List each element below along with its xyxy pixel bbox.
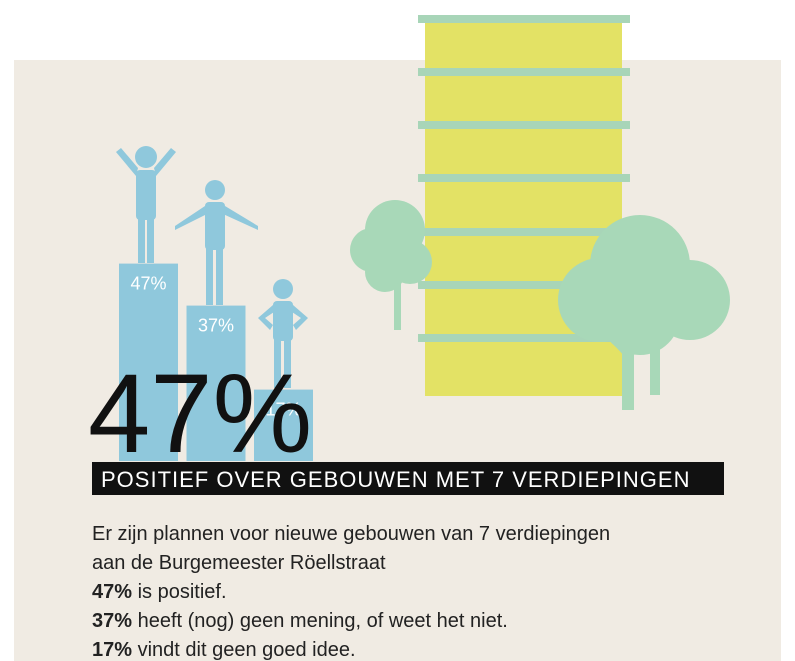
value-label: 47%	[130, 274, 166, 294]
point-text: is positief.	[132, 581, 226, 603]
point: 47% is positief.	[92, 581, 227, 603]
point: 17% vindt dit geen goed idee.	[92, 639, 356, 661]
value-label: 37%	[198, 316, 234, 336]
description-line: aan de Burgemeester Röellstraat	[92, 552, 386, 574]
banner-text: POSITIEF OVER GEBOUWEN MET 7 VERDIEPINGE…	[101, 467, 690, 492]
description-line: Er zijn plannen voor nieuwe gebouwen van…	[92, 523, 610, 545]
point-value: 37%	[92, 610, 132, 632]
point-value: 47%	[92, 581, 132, 603]
point: 37% heeft (nog) geen mening, of weet het…	[92, 610, 508, 632]
point-text: vindt dit geen goed idee.	[132, 639, 356, 661]
highlight: 47%	[88, 351, 312, 476]
infographic: 47% 37% 17% 47% POSITIEF OVER GEBOUWEN MET…	[0, 0, 795, 661]
point-value: 17%	[92, 639, 132, 661]
point-text: heeft (nog) geen mening, of weet het nie…	[132, 610, 508, 632]
